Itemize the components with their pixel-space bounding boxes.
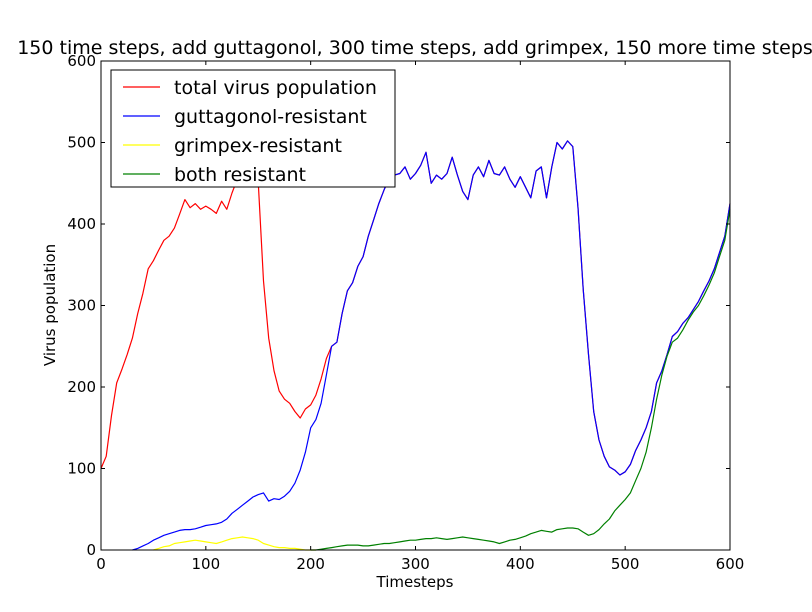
series-guttagonol-line [132, 140, 731, 551]
y-tick-label: 600 [67, 52, 96, 70]
legend-box [110, 69, 396, 188]
x-tick-label: 300 [401, 555, 430, 573]
x-tick-label: 100 [192, 555, 221, 573]
x-tick-label: 500 [611, 555, 640, 573]
series-both-line [310, 209, 731, 551]
series-grimpex-line [153, 536, 316, 551]
y-tick-label: 200 [67, 378, 96, 396]
legend: total virus population guttagonol-resist… [110, 69, 396, 188]
series-total-line [100, 140, 731, 476]
x-tick-label: 400 [506, 555, 535, 573]
x-tick-label: 600 [716, 555, 745, 573]
plot-lines [100, 140, 731, 551]
legend-label-grimpex: grimpex-resistant [174, 135, 342, 157]
chart-title: 150 time steps, add guttagonol, 300 time… [17, 37, 812, 59]
legend-label-both: both resistant [174, 164, 306, 186]
x-tick-label: 0 [96, 555, 106, 573]
x-axis-label: Timesteps [376, 573, 454, 591]
y-tick-label: 500 [67, 134, 96, 152]
legend-label-total: total virus population [174, 77, 377, 99]
y-axis-label: Virus population [41, 244, 59, 366]
axis-ticks: 0 100 200 300 400 500 600 0 100 200 300 400 500 600 [67, 52, 744, 573]
y-tick-label: 100 [67, 460, 96, 478]
x-tick-label: 200 [296, 555, 325, 573]
y-tick-label: 0 [86, 541, 96, 559]
legend-label-guttagonol: guttagonol-resistant [174, 106, 367, 128]
y-tick-label: 300 [67, 297, 96, 315]
y-tick-label: 400 [67, 215, 96, 233]
